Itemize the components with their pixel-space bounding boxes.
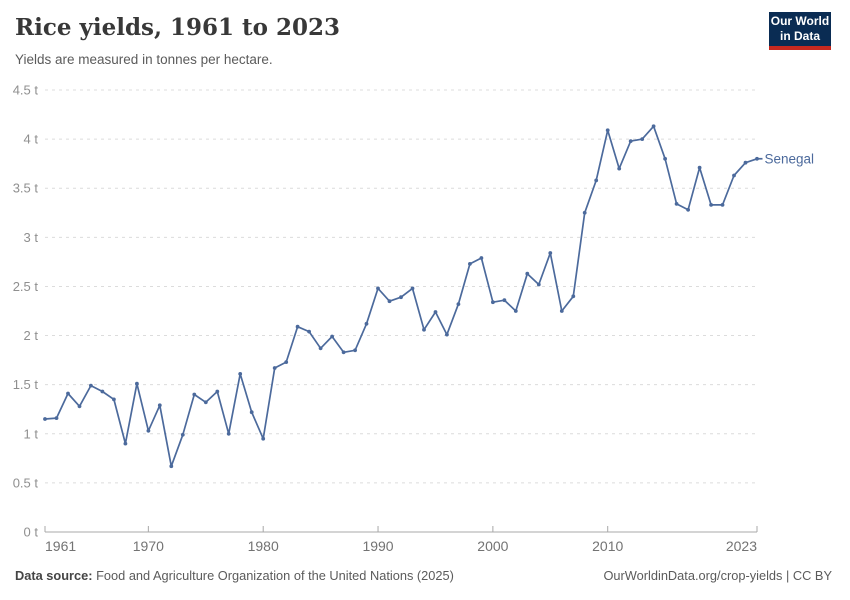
data-point[interactable] bbox=[387, 299, 392, 304]
x-axis-tick-label: 1961 bbox=[45, 538, 76, 554]
data-point[interactable] bbox=[180, 432, 185, 437]
data-point[interactable] bbox=[399, 295, 403, 300]
x-axis-tick-label: 2000 bbox=[477, 538, 508, 554]
data-point[interactable] bbox=[112, 397, 116, 402]
data-point[interactable] bbox=[318, 346, 323, 351]
data-point[interactable] bbox=[226, 431, 231, 436]
y-axis-tick-label: 2.5 t bbox=[13, 279, 39, 294]
data-point[interactable] bbox=[663, 156, 667, 161]
data-point[interactable] bbox=[341, 350, 346, 355]
data-point[interactable] bbox=[686, 207, 690, 212]
data-point[interactable] bbox=[376, 286, 380, 291]
data-point[interactable] bbox=[284, 360, 289, 364]
y-axis-tick-label: 0 t bbox=[24, 525, 39, 540]
y-axis-tick-label: 3 t bbox=[24, 230, 39, 245]
y-axis-tick-label: 4 t bbox=[24, 132, 39, 147]
data-point[interactable] bbox=[353, 348, 357, 353]
chart-subtitle: Yields are measured in tonnes per hectar… bbox=[15, 52, 273, 67]
data-point[interactable] bbox=[491, 300, 495, 305]
data-point[interactable] bbox=[43, 417, 47, 421]
y-axis-tick-label: 0.5 t bbox=[13, 475, 39, 490]
owid-logo-box: Our World in Data bbox=[769, 12, 831, 46]
data-point[interactable] bbox=[755, 156, 759, 161]
data-point[interactable] bbox=[445, 332, 449, 337]
data-point[interactable] bbox=[410, 286, 415, 291]
data-point[interactable] bbox=[479, 256, 484, 260]
data-point[interactable] bbox=[502, 298, 507, 303]
data-point[interactable] bbox=[364, 321, 369, 326]
data-point[interactable] bbox=[157, 403, 162, 408]
data-point[interactable] bbox=[77, 404, 82, 409]
data-point[interactable] bbox=[123, 441, 128, 446]
data-point[interactable] bbox=[594, 178, 599, 183]
data-point[interactable] bbox=[709, 203, 713, 207]
x-axis-tick-label: 2023 bbox=[726, 538, 757, 554]
credit-link[interactable]: OurWorldinData.org/crop-yields | CC BY bbox=[603, 568, 832, 583]
x-axis-tick-label: 1980 bbox=[248, 538, 279, 554]
series-end-label[interactable]: Senegal bbox=[765, 151, 815, 166]
chart-footer: Data source: Food and Agriculture Organi… bbox=[15, 568, 832, 583]
owid-logo-accent bbox=[769, 46, 831, 50]
data-point[interactable] bbox=[330, 334, 334, 339]
data-point[interactable] bbox=[192, 392, 197, 397]
x-axis-tick-label: 1970 bbox=[133, 538, 164, 554]
data-point[interactable] bbox=[307, 329, 311, 334]
data-point[interactable] bbox=[272, 366, 277, 370]
data-source-label: Data source: bbox=[15, 568, 93, 583]
data-point[interactable] bbox=[468, 262, 472, 266]
data-point[interactable] bbox=[513, 309, 518, 313]
data-point[interactable] bbox=[422, 327, 426, 332]
data-point[interactable] bbox=[720, 203, 725, 207]
page-title: Rice yields, 1961 to 2023 bbox=[15, 14, 341, 41]
data-point[interactable] bbox=[215, 389, 220, 394]
data-point[interactable] bbox=[732, 173, 736, 178]
data-point[interactable] bbox=[135, 381, 139, 386]
data-point[interactable] bbox=[617, 166, 622, 171]
data-point[interactable] bbox=[697, 165, 702, 170]
data-point[interactable] bbox=[525, 271, 530, 276]
data-point[interactable] bbox=[295, 324, 300, 329]
x-axis-tick-label: 1990 bbox=[362, 538, 393, 554]
data-point[interactable] bbox=[146, 428, 151, 433]
data-point[interactable] bbox=[674, 202, 679, 206]
data-point[interactable] bbox=[203, 400, 208, 405]
data-point[interactable] bbox=[628, 139, 633, 143]
data-point[interactable] bbox=[640, 137, 645, 141]
data-point[interactable] bbox=[743, 160, 748, 165]
data-point[interactable] bbox=[89, 383, 93, 388]
data-point[interactable] bbox=[238, 372, 243, 376]
line-chart[interactable]: 0 t 0.5 t 1 t 1.5 t 2 t 2.5 t 3 t 3.5 t 4 t 4.5 t… bbox=[0, 80, 850, 558]
data-point[interactable] bbox=[536, 282, 541, 287]
data-point[interactable] bbox=[571, 294, 576, 299]
data-point[interactable] bbox=[548, 251, 553, 255]
y-axis-tick-label: 1 t bbox=[24, 426, 39, 441]
data-source-text: Food and Agriculture Organization of the… bbox=[96, 568, 454, 583]
owid-logo[interactable]: Our World in Data bbox=[769, 12, 831, 50]
data-point[interactable] bbox=[582, 210, 587, 215]
data-point[interactable] bbox=[249, 410, 254, 415]
data-point[interactable] bbox=[456, 302, 461, 306]
x-axis-tick-label: 2010 bbox=[592, 538, 623, 554]
data-point[interactable] bbox=[433, 310, 438, 314]
data-point[interactable] bbox=[651, 124, 656, 129]
y-axis-tick-label: 3.5 t bbox=[13, 181, 39, 196]
data-point[interactable] bbox=[100, 389, 105, 394]
y-axis-tick-label: 4.5 t bbox=[13, 83, 39, 98]
data-point[interactable] bbox=[66, 391, 70, 396]
data-point[interactable] bbox=[169, 464, 174, 469]
data-point[interactable] bbox=[605, 128, 610, 133]
data-point[interactable] bbox=[559, 309, 564, 313]
data-point[interactable] bbox=[261, 436, 266, 441]
data-point[interactable] bbox=[54, 416, 59, 420]
y-axis-tick-label: 2 t bbox=[24, 328, 39, 343]
y-axis-tick-label: 1.5 t bbox=[13, 377, 39, 392]
data-source: Data source: Food and Agriculture Organi… bbox=[15, 568, 454, 583]
owid-logo-line2: in Data bbox=[779, 29, 820, 43]
owid-logo-line1: Our World bbox=[770, 14, 830, 29]
